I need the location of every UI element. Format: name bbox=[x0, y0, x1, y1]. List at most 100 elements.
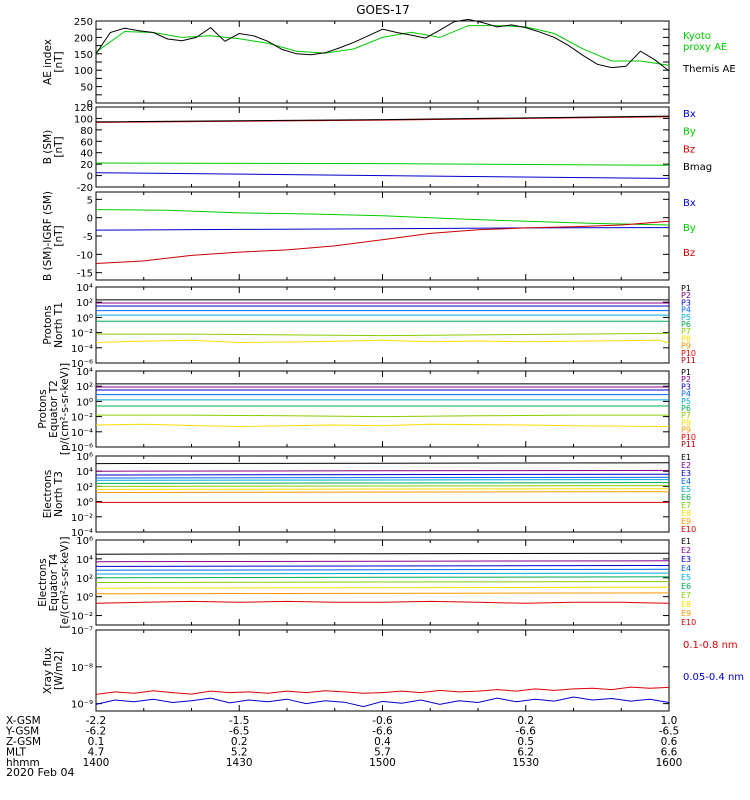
y-tick-label: 10² bbox=[76, 574, 93, 585]
y-tick-label: 60 bbox=[80, 137, 93, 148]
legend-label: P8 bbox=[681, 334, 691, 343]
legend-label: E1 bbox=[681, 453, 691, 462]
y-tick-label: 0 bbox=[87, 172, 93, 183]
y-tick-label: 150 bbox=[74, 50, 93, 61]
y-axis-title: Protons bbox=[42, 305, 54, 344]
y-axis-title: [W/m2] bbox=[53, 651, 65, 690]
panel-bigrf: -15 -10 -5 0 5 B (SM)-IGRF (SM) [nT] Bx By Bz bbox=[42, 191, 696, 281]
y-tick-label: 50 bbox=[80, 83, 93, 94]
y-axis-title: North T3 bbox=[53, 471, 65, 517]
y-tick-label: 20 bbox=[80, 160, 93, 171]
legend-label: E4 bbox=[681, 564, 691, 573]
legend-label: Bz bbox=[683, 248, 695, 259]
series-themis-ae bbox=[95, 18, 670, 72]
legend-label: P6 bbox=[681, 320, 691, 329]
y-tick-label: 250 bbox=[74, 17, 93, 28]
legend-label: P3 bbox=[681, 382, 691, 391]
legend-label: By bbox=[683, 223, 696, 234]
y-axis-title: North T1 bbox=[53, 302, 65, 348]
y-tick-label: 5 bbox=[87, 195, 93, 206]
series-e3 bbox=[95, 565, 670, 567]
panel-frame bbox=[95, 286, 670, 364]
legend-label: E5 bbox=[681, 485, 691, 494]
series-e7 bbox=[95, 581, 670, 583]
y-tick-label: -5 bbox=[83, 232, 93, 243]
x-row-label: Y-GSM bbox=[5, 726, 39, 738]
legend-label: E9 bbox=[681, 517, 691, 526]
y-axis-title: B (SM) bbox=[42, 130, 54, 164]
x-row-value: 5.7 bbox=[374, 747, 391, 759]
y-axis-title: [nT] bbox=[53, 136, 65, 157]
x-row-label: MLT bbox=[6, 747, 26, 759]
series-0-1-0-8-nm bbox=[95, 686, 670, 695]
y-tick-label: 100 bbox=[74, 66, 93, 77]
y-tick-label: 200 bbox=[74, 33, 93, 44]
y-tick-label: 10⁻² bbox=[71, 513, 93, 524]
y-axis-title: [nT] bbox=[53, 225, 65, 246]
series-p7 bbox=[96, 414, 669, 418]
series-p8 bbox=[95, 339, 670, 344]
legend-label: P7 bbox=[681, 327, 691, 336]
legend-label: E7 bbox=[681, 591, 691, 600]
date-label: 2020 Feb 04 bbox=[6, 766, 74, 779]
legend-label: P7 bbox=[681, 411, 691, 420]
series-e8 bbox=[95, 586, 670, 589]
x-row-value: -0.6 bbox=[372, 715, 393, 727]
legend-label: 0.1-0.8 nm bbox=[683, 640, 738, 651]
legend-label: E3 bbox=[681, 469, 691, 478]
series-e3 bbox=[95, 473, 670, 476]
legend-label: E5 bbox=[681, 573, 691, 582]
x-row-label: hhmm bbox=[6, 757, 40, 769]
y-axis-title: Equator T4 bbox=[48, 553, 60, 611]
series-by bbox=[95, 209, 670, 226]
y-axis-title: Protons bbox=[37, 389, 49, 428]
x-row-value: 0.6 bbox=[661, 736, 678, 748]
x-row-value: 6.6 bbox=[661, 747, 678, 759]
y-tick-label: -10 bbox=[77, 250, 93, 261]
x-row-value: 1.0 bbox=[661, 715, 678, 727]
legend-label: Bx bbox=[683, 109, 696, 120]
y-tick-label: 10⁻⁷ bbox=[71, 626, 93, 637]
legend-label: E8 bbox=[681, 600, 691, 609]
y-tick-label: 0 bbox=[87, 99, 93, 110]
y-tick-label: 10² bbox=[76, 482, 93, 493]
x-row-value: 1400 bbox=[83, 757, 110, 769]
y-tick-label: 0 bbox=[87, 214, 93, 225]
legend-label: Themis AE bbox=[682, 64, 736, 75]
legend-label: E8 bbox=[681, 509, 691, 518]
legend-label: P9 bbox=[681, 342, 691, 351]
legend-label: 0.05-0.4 nm bbox=[683, 672, 744, 683]
y-tick-label: 10⁴ bbox=[76, 367, 93, 378]
legend-label: P1 bbox=[681, 368, 691, 377]
series-e8 bbox=[95, 488, 670, 490]
x-row-value: 1600 bbox=[656, 757, 683, 769]
panel-frame bbox=[95, 191, 670, 281]
legend-label: P1 bbox=[681, 284, 691, 293]
y-axis-title: Electrons bbox=[42, 470, 54, 519]
x-row-value: -6.6 bbox=[516, 726, 537, 738]
series-e6 bbox=[95, 576, 670, 579]
panel-eeq: 10⁻² 10⁰ 10² 10⁴ 10⁶ Electrons Equator T4 [e/(c… bbox=[37, 536, 696, 628]
legend-label: P2 bbox=[681, 375, 691, 384]
x-row-value: -6.2 bbox=[86, 726, 107, 738]
legend-label: P4 bbox=[681, 390, 691, 399]
y-tick-label: 40 bbox=[80, 149, 93, 160]
series-e9 bbox=[95, 592, 670, 595]
y-axis-title: Equator T2 bbox=[48, 380, 60, 438]
x-row-value: 0.4 bbox=[374, 736, 391, 748]
y-tick-label: 10⁰ bbox=[76, 593, 93, 604]
x-row-value: -6.5 bbox=[229, 726, 250, 738]
legend-label: P11 bbox=[681, 356, 696, 365]
series-bz bbox=[95, 220, 670, 264]
series-e6 bbox=[95, 482, 670, 484]
x-row-value: -2.2 bbox=[86, 715, 107, 727]
x-row-label: X-GSM bbox=[6, 715, 41, 727]
legend-label: E1 bbox=[681, 537, 691, 546]
x-row-label: Z-GSM bbox=[6, 736, 41, 748]
series-e1 bbox=[95, 462, 670, 465]
series-e7 bbox=[95, 485, 670, 487]
series-e5 bbox=[95, 572, 670, 575]
